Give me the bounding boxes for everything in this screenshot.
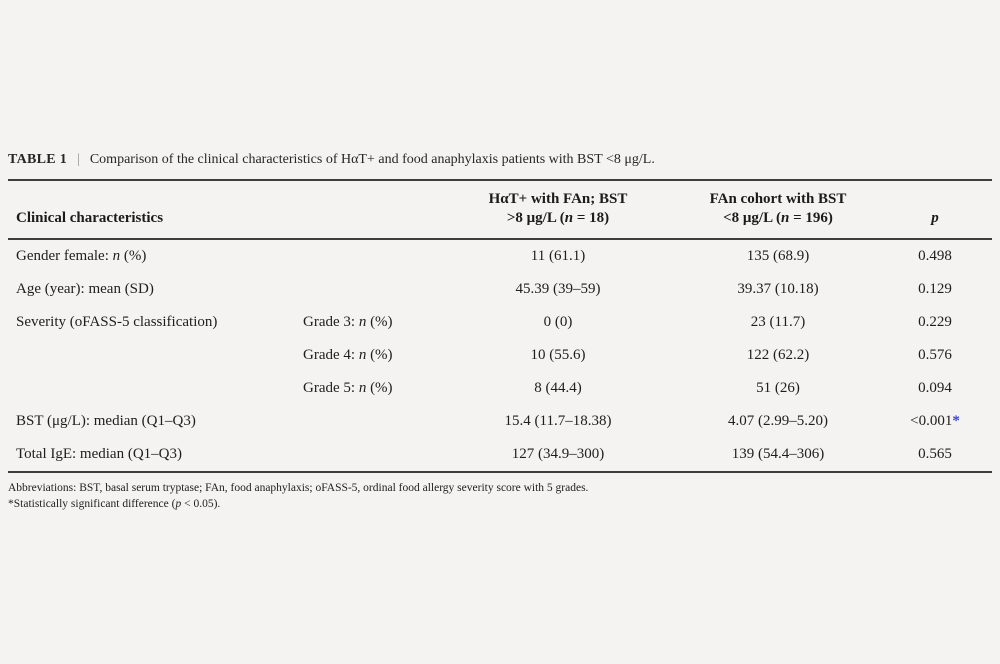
cell-fan-value: 135 (68.9) bbox=[746, 248, 810, 264]
clinical-characteristics-table: Clinical characteristics HαT+ with FAn; … bbox=[8, 179, 992, 473]
cell-fan-value: 122 (62.2) bbox=[746, 347, 810, 363]
cell-characteristic: Gender female: n (%) bbox=[16, 248, 147, 264]
header-hat-cohort: HαT+ with FAn; BST >8 μg/L (n = 18) bbox=[438, 179, 678, 240]
cell-characteristic bbox=[8, 372, 303, 405]
cell-hat-value: 10 (55.6) bbox=[530, 347, 586, 363]
cell-fan-value: 39.37 (10.18) bbox=[737, 281, 819, 297]
cell-fan-value: 139 (54.4–306) bbox=[678, 438, 878, 473]
cell-p-value: 0.129 bbox=[918, 281, 952, 297]
cell-p-value: 0.576 bbox=[918, 347, 952, 363]
header-spacer bbox=[303, 179, 438, 240]
cell-p-value: <0.001* bbox=[910, 413, 960, 429]
significance-asterisk: * bbox=[952, 413, 960, 429]
table-footnotes: Abbreviations: BST, basal serum tryptase… bbox=[8, 480, 992, 512]
cell-hat-value: 11 (61.1) bbox=[530, 248, 586, 264]
cell-characteristic: Age (year): mean (SD) bbox=[16, 281, 154, 297]
cell-characteristic bbox=[8, 339, 303, 372]
table-row-total-ige: Total IgE: median (Q1–Q3) 127 (34.9–300)… bbox=[8, 438, 992, 473]
cell-p-value: 0.565 bbox=[878, 438, 992, 473]
cell-hat-value: 0 (0) bbox=[543, 314, 573, 330]
header-hat-cohort-line1: HαT+ with FAn; BST bbox=[488, 191, 628, 207]
cell-hat-value: 8 (44.4) bbox=[534, 380, 582, 396]
header-fan-cohort-line1: FAn cohort with BST bbox=[709, 191, 847, 207]
cell-hat-value: 15.4 (11.7–18.38) bbox=[504, 413, 612, 429]
table-row-gender: Gender female: n (%) 11 (61.1) 135 (68.9… bbox=[8, 239, 992, 273]
header-row: Clinical characteristics HαT+ with FAn; … bbox=[8, 179, 992, 240]
table-number: TABLE 1 bbox=[8, 152, 68, 167]
caption-separator-bar: | bbox=[77, 152, 80, 167]
header-fan-cohort: FAn cohort with BST <8 μg/L (n = 196) bbox=[678, 179, 878, 240]
header-p-value: p bbox=[878, 179, 992, 240]
header-clinical-characteristics: Clinical characteristics bbox=[8, 179, 303, 240]
cell-fan-value: 23 (11.7) bbox=[750, 314, 806, 330]
footnote-significance: *Statistically significant difference (p… bbox=[8, 498, 221, 510]
caption-text: Comparison of the clinical characteristi… bbox=[89, 152, 655, 167]
table-row-age: Age (year): mean (SD) 45.39 (39–59) 39.3… bbox=[8, 273, 992, 306]
cell-p-value: 0.498 bbox=[918, 248, 952, 264]
cell-subcategory bbox=[303, 405, 438, 438]
cell-hat-value: 45.39 (39–59) bbox=[515, 281, 601, 297]
cell-characteristic: BST (μg/L): median (Q1–Q3) bbox=[16, 413, 196, 429]
cell-p-value: 0.229 bbox=[918, 314, 952, 330]
cell-subcategory bbox=[303, 438, 438, 473]
cell-p-value: 0.094 bbox=[918, 380, 952, 396]
table-row-severity-grade4: Grade 4: n (%) 10 (55.6) 122 (62.2) 0.57… bbox=[8, 339, 992, 372]
cell-characteristic: Total IgE: median (Q1–Q3) bbox=[8, 438, 303, 473]
table-row-severity-grade5: Grade 5: n (%) 8 (44.4) 51 (26) 0.094 bbox=[8, 372, 992, 405]
cell-subcategory bbox=[303, 239, 438, 273]
header-fan-cohort-line2: <8 μg/L (n = 196) bbox=[723, 210, 833, 226]
cell-fan-value: 4.07 (2.99–5.20) bbox=[728, 413, 828, 429]
table-caption: TABLE 1 | Comparison of the clinical chara… bbox=[8, 150, 992, 170]
table-row-severity-grade3: Severity (oFASS-5 classification) Grade … bbox=[8, 306, 992, 339]
table-row-bst: BST (μg/L): median (Q1–Q3) 15.4 (11.7–18… bbox=[8, 405, 992, 438]
cell-hat-value: 127 (34.9–300) bbox=[438, 438, 678, 473]
footnote-abbreviations: Abbreviations: BST, basal serum tryptase… bbox=[8, 482, 589, 494]
cell-subcategory: Grade 5: n (%) bbox=[303, 380, 393, 396]
cell-subcategory: Grade 3: n (%) bbox=[303, 314, 393, 330]
cell-subcategory: Grade 4: n (%) bbox=[303, 347, 393, 363]
cell-characteristic: Severity (oFASS-5 classification) bbox=[16, 314, 218, 330]
header-hat-cohort-line2: >8 μg/L (n = 18) bbox=[506, 210, 610, 226]
cell-subcategory bbox=[303, 273, 438, 306]
cell-fan-value: 51 (26) bbox=[756, 380, 800, 396]
